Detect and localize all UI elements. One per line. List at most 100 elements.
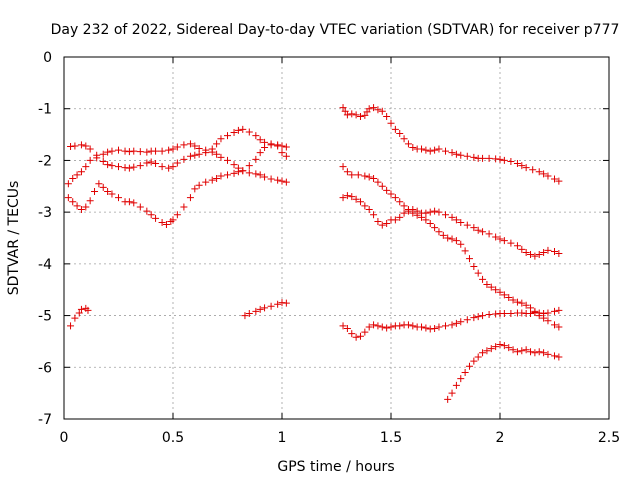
data-point (361, 202, 369, 210)
data-point (64, 194, 72, 202)
data-point (463, 221, 471, 229)
data-point (527, 348, 535, 356)
data-point (426, 147, 434, 155)
data-point (444, 395, 452, 403)
data-point (77, 141, 85, 149)
data-point (507, 239, 515, 247)
data-point (86, 145, 94, 153)
data-point (452, 381, 460, 389)
data-point (186, 152, 194, 160)
y-tick-label: -3 (38, 205, 52, 221)
data-point (104, 187, 112, 195)
data-point (396, 198, 404, 206)
data-point (461, 368, 469, 376)
data-point (474, 269, 482, 277)
series-trace-f (339, 104, 563, 185)
data-point (470, 314, 478, 322)
data-point (540, 170, 548, 178)
data-point (95, 180, 103, 188)
data-point (256, 171, 264, 179)
data-point (496, 155, 504, 163)
data-point (461, 247, 469, 255)
data-point (136, 148, 144, 156)
data-point (191, 142, 199, 150)
data-point (435, 228, 443, 236)
data-point (483, 347, 491, 355)
data-point (496, 235, 504, 243)
data-point (195, 145, 203, 153)
data-point (505, 344, 513, 352)
data-point (404, 207, 412, 215)
data-point (513, 242, 521, 250)
data-point (492, 286, 500, 294)
data-point (64, 180, 72, 188)
data-point (518, 245, 526, 253)
data-point (487, 345, 495, 353)
data-point (224, 156, 231, 164)
data-point (457, 218, 465, 226)
data-point (404, 140, 412, 148)
data-point (217, 153, 225, 161)
data-point (245, 128, 253, 136)
data-point (370, 321, 378, 329)
data-point (496, 288, 504, 296)
data-point (224, 171, 231, 179)
data-point (370, 211, 378, 219)
data-point (500, 342, 508, 350)
data-point (431, 224, 439, 232)
data-point (186, 140, 194, 148)
data-point (86, 197, 94, 205)
data-point (261, 173, 269, 181)
data-point (383, 220, 391, 228)
data-point (452, 319, 460, 327)
data-point (217, 135, 225, 143)
data-point (396, 213, 404, 221)
data-point (457, 151, 465, 159)
data-point (267, 175, 275, 183)
data-point (343, 168, 351, 176)
data-point (365, 105, 373, 113)
data-point (67, 322, 75, 330)
data-point (370, 175, 378, 183)
data-point (485, 230, 493, 238)
data-point (391, 125, 399, 133)
data-point (544, 350, 552, 358)
series-trace-e (241, 299, 290, 320)
data-point (202, 178, 210, 186)
data-point (442, 211, 449, 219)
data-point (136, 203, 144, 211)
data-point (348, 330, 356, 338)
data-point (361, 328, 369, 336)
data-point (348, 110, 356, 118)
data-point (245, 310, 253, 318)
data-point (426, 220, 434, 228)
y-tick-label: -7 (38, 412, 52, 428)
data-point (75, 309, 83, 317)
data-point (507, 157, 515, 165)
data-point (130, 163, 138, 171)
data-point (130, 199, 138, 207)
data-point (535, 168, 543, 176)
series-trace-a (67, 125, 290, 172)
data-point (230, 161, 238, 169)
data-point (191, 151, 199, 159)
data-point (99, 150, 107, 158)
data-point (186, 194, 194, 202)
data-point (400, 202, 408, 210)
data-point (77, 206, 85, 214)
data-point (261, 304, 269, 312)
data-point (551, 321, 558, 329)
data-point (544, 309, 552, 317)
data-point (479, 228, 487, 236)
data-point (518, 347, 526, 355)
data-point (352, 333, 360, 341)
data-point (457, 240, 465, 248)
data-point (431, 325, 439, 332)
data-point (125, 198, 133, 206)
data-point (348, 171, 356, 179)
data-point (267, 141, 275, 149)
data-point (152, 214, 160, 222)
plot-frame (63, 56, 610, 420)
data-point (282, 178, 290, 186)
